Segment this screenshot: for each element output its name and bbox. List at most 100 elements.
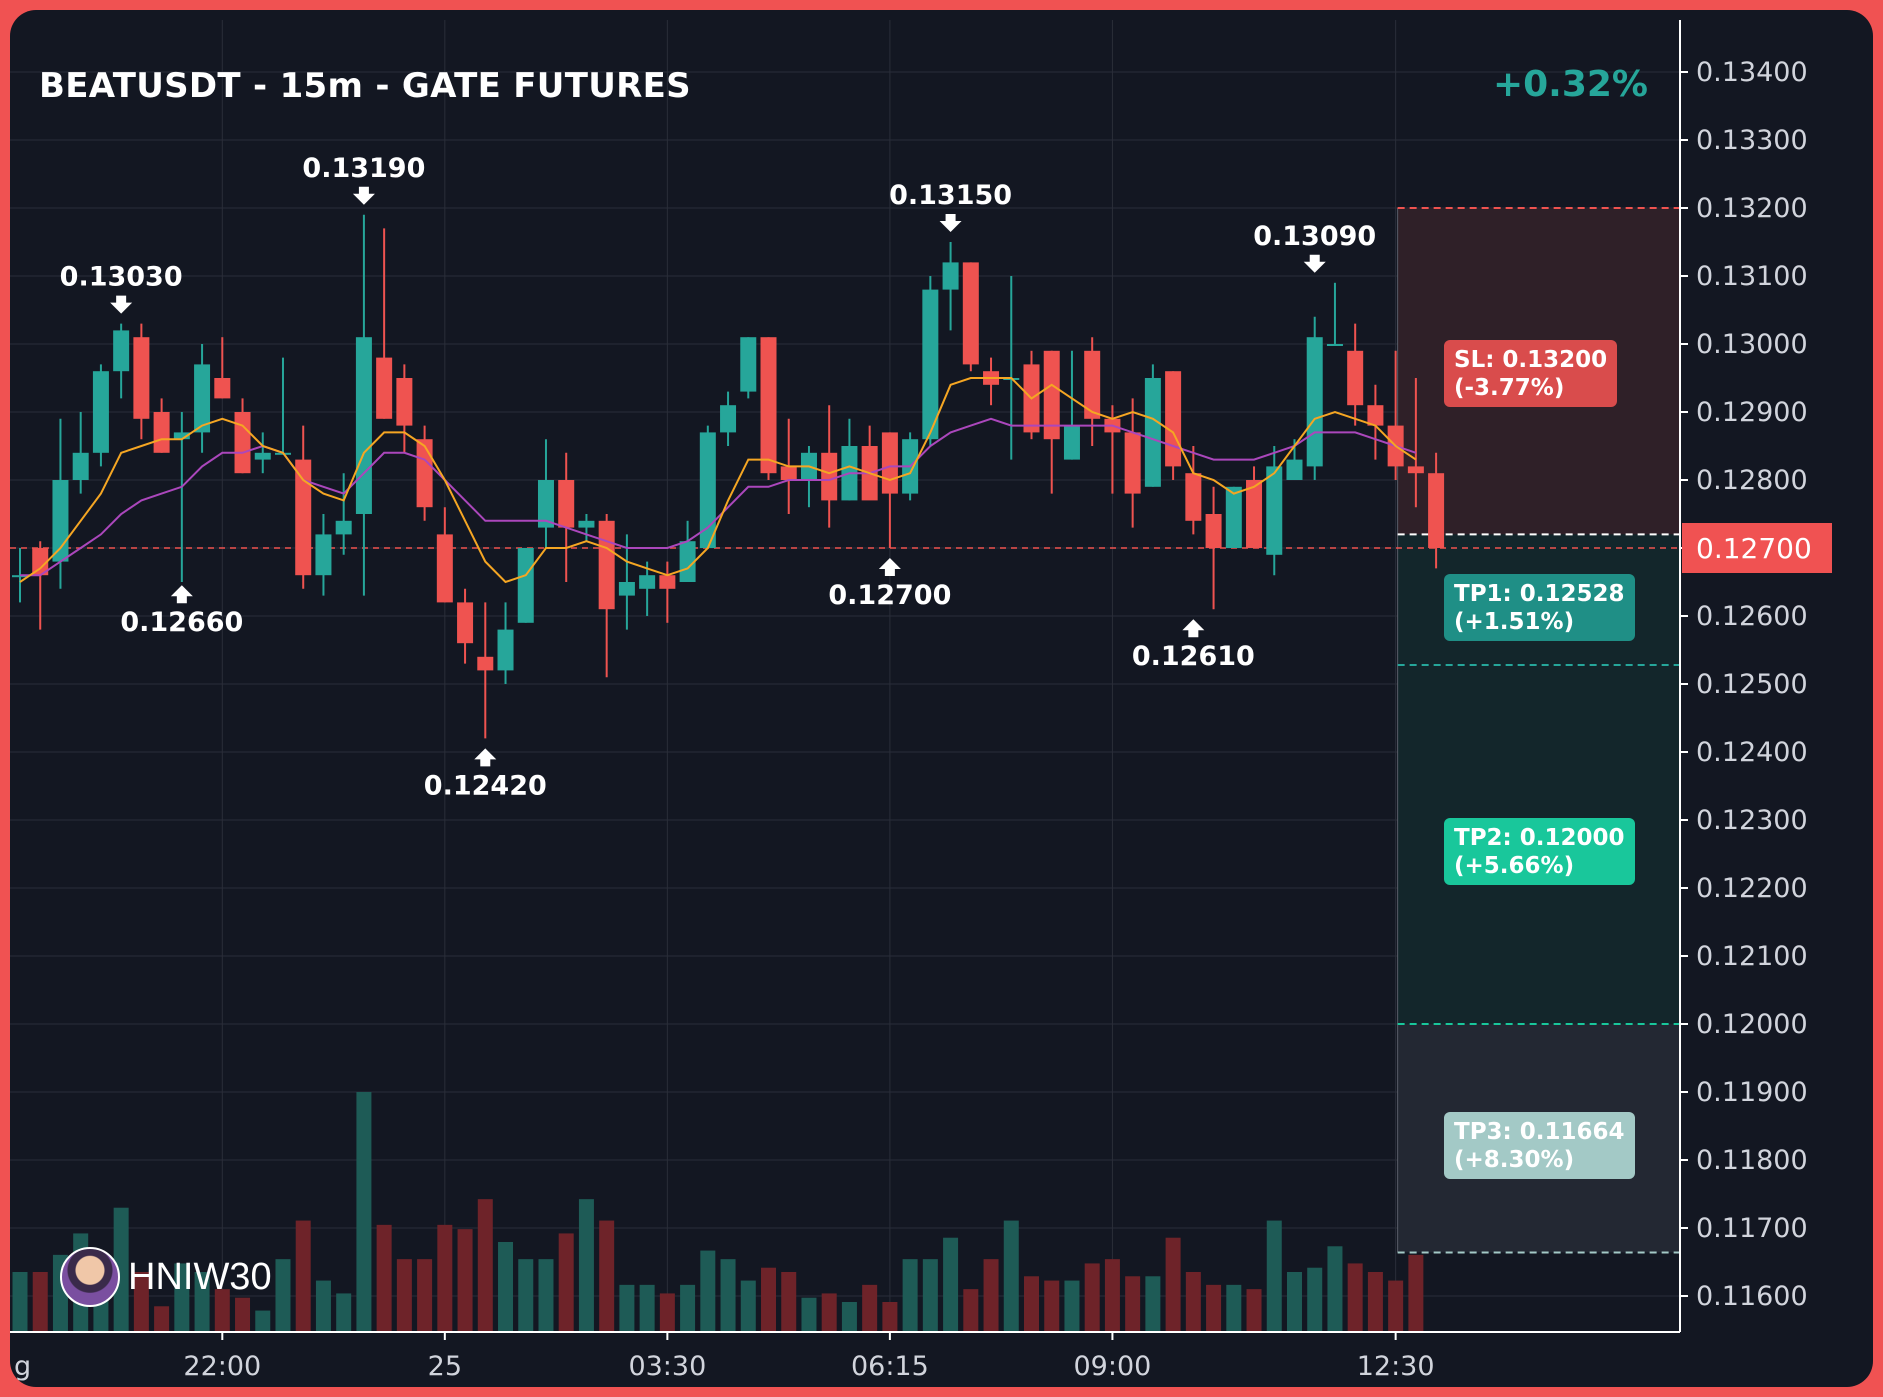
candle-body [416,439,433,508]
price-chart[interactable]: 0.13030 0.13190 0.13150 0.13090 0.12660 0.124… [10,10,1873,1387]
volume-bar [882,1302,898,1332]
arrow-down-icon [1303,254,1326,273]
volume-bar [235,1297,251,1332]
swing-label: 0.13030 [60,262,183,293]
volume-bar [862,1284,878,1332]
price-tick-label: 0.12200 [1696,873,1808,904]
candle-body [1144,378,1161,487]
volume-bar [214,1289,230,1332]
volume-bars [12,1092,1424,1332]
swing-label: 0.13150 [889,180,1012,211]
volume-bar [32,1272,48,1332]
volume-bar [1246,1289,1262,1332]
candle-body [234,412,251,474]
candle-body [1286,459,1303,480]
volume-bar [599,1220,615,1332]
volume-bar [841,1302,857,1332]
volume-bar [356,1092,372,1332]
volume-bar [315,1280,331,1332]
candles [12,214,1445,739]
time-tick-label: 22:00 [183,1351,261,1382]
candle-body [477,656,494,671]
price-tick-label: 0.11700 [1696,1213,1808,1244]
volume-bar [396,1259,412,1332]
volume-bar [498,1242,514,1332]
volume-bar [113,1207,129,1332]
candle-body [922,289,939,440]
avatar-icon [60,1247,120,1307]
volume-bar [781,1272,797,1332]
time-tick-label: 25 [428,1351,462,1382]
price-tick-label: 0.11900 [1696,1077,1808,1108]
volume-bar [1165,1237,1181,1332]
volume-bar [1307,1267,1323,1332]
ma-fast-line [19,377,1417,584]
volume-bar [700,1250,716,1332]
volume-bar [619,1284,635,1332]
watermark-text: HNIW30 [128,1255,272,1298]
volume-bar [821,1293,837,1332]
volume-bar [558,1233,574,1332]
candle-body [942,262,959,290]
annotations: 0.13030 0.13190 0.13150 0.13090 0.12660 0.124… [60,153,1377,802]
volume-bar [12,1272,28,1332]
candle-body [295,459,312,576]
price-tick-label: 0.12900 [1696,397,1808,428]
candle-body [1225,486,1242,548]
volume-bar [761,1267,777,1332]
swing-label: 0.12420 [424,770,547,801]
swing-label: 0.13090 [1253,221,1376,252]
current-price-badge [1682,523,1832,573]
volume-bar [740,1280,756,1332]
volume-bar [1024,1276,1039,1332]
swing-label: 0.12610 [1132,641,1255,672]
candle-body [1205,514,1222,548]
candle-body [1347,350,1364,406]
volume-bar [336,1293,352,1332]
candle-body [1428,473,1445,548]
volume-bar [1064,1280,1080,1332]
candle-body [376,357,393,419]
price-axis: 0.13400 0.13300 0.13200 0.13100 0.13000 0.129… [1679,20,1832,1332]
chart-title: BEATUSDT - 15m - GATE FUTURES [39,66,691,106]
candle-body [1084,350,1101,419]
candle-body [1326,344,1343,346]
candle-body [92,371,109,453]
volume-bar [1044,1280,1060,1332]
price-tick-label: 0.11600 [1696,1281,1808,1312]
candle-body [517,548,534,623]
swing-label: 0.12700 [828,580,951,611]
candle-body [558,480,575,528]
time-axis: g 22:00 25 03:30 06:15 09:00 12:30 [10,1331,1680,1382]
time-tick-label: g [14,1351,31,1382]
candle-body [659,575,676,589]
candle-body [1306,337,1323,467]
volume-bar [154,1306,170,1332]
candle-body [72,452,89,480]
candle-body [32,548,49,576]
price-tick-label: 0.13300 [1696,125,1808,156]
volume-bar [963,1289,979,1332]
volume-bar [1327,1246,1343,1332]
swing-label: 0.12660 [120,607,243,638]
candle-body [457,602,474,644]
time-tick-label: 06:15 [851,1351,929,1382]
volume-bar [1347,1263,1363,1332]
arrow-down-icon [352,186,375,205]
price-tick-label: 0.11800 [1696,1145,1808,1176]
price-tick-label: 0.12100 [1696,941,1808,972]
volume-bar [1104,1259,1120,1332]
ma-slow-line [20,417,1417,577]
candle-body [497,629,514,671]
candle-body [355,337,372,514]
volume-bar [680,1284,696,1332]
volume-bar [133,1272,149,1332]
volume-bar [801,1297,817,1332]
candle-body [173,432,190,440]
time-tick-label: 03:30 [628,1351,706,1382]
price-tick-label: 0.13000 [1696,329,1808,360]
volume-bar [1125,1276,1141,1332]
volume-bar [1367,1272,1383,1332]
volume-bar [518,1259,534,1332]
candle-body [133,337,150,419]
